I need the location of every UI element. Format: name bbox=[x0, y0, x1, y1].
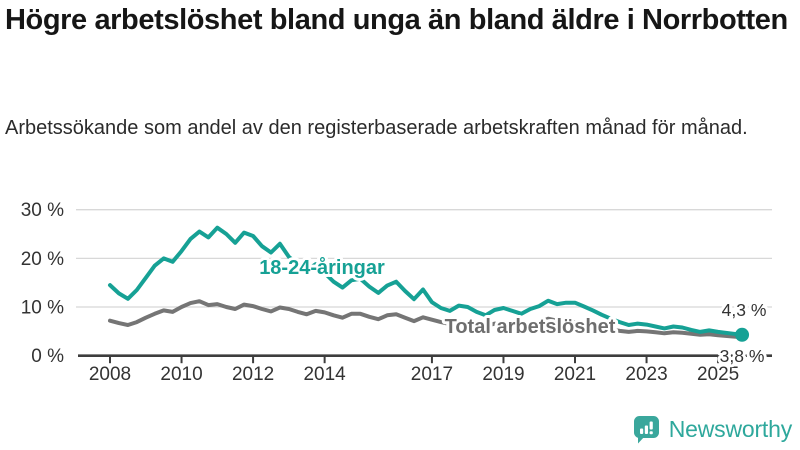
y-tick-label: 30 % bbox=[21, 200, 64, 221]
newsworthy-logo-text: Newsworthy bbox=[668, 415, 792, 442]
x-tick-label: 2025 bbox=[697, 364, 739, 385]
series-label-total: Total arbetslöshet bbox=[445, 316, 616, 338]
x-axis bbox=[78, 354, 772, 364]
y-tick-label: 20 % bbox=[21, 249, 64, 270]
end-value-label-total: 3,8 % bbox=[720, 346, 765, 366]
x-tick-label: 2010 bbox=[160, 364, 202, 385]
y-axis-labels: 0 % 10 % 20 % 30 % bbox=[21, 200, 64, 367]
series-label-youth: 18-24-åringar bbox=[259, 256, 385, 279]
y-tick-label: 10 % bbox=[21, 298, 64, 319]
page-title: Högre arbetslöshet bland unga än bland ä… bbox=[5, 4, 788, 36]
line-chart: 0 % 10 % 20 % 30 % 2008 2010 2012 2014 2017 2019… bbox=[21, 200, 772, 385]
x-tick-label: 2014 bbox=[303, 364, 346, 385]
x-axis-labels: 2008 2010 2012 2014 2017 2019 2021 2023 2025 bbox=[89, 364, 739, 385]
x-tick-label: 2008 bbox=[89, 364, 131, 385]
x-tick-label: 2021 bbox=[554, 364, 596, 385]
newsworthy-logo: Newsworthy bbox=[632, 413, 792, 445]
chart-subtitle: Arbetssökande som andel av den registerb… bbox=[5, 117, 748, 139]
series-end-dot bbox=[735, 327, 750, 342]
x-tick-label: 2019 bbox=[482, 364, 524, 385]
series-lines bbox=[108, 225, 750, 342]
series-line bbox=[108, 225, 745, 337]
series-line bbox=[108, 299, 745, 340]
x-tick-label: 2023 bbox=[625, 364, 667, 385]
y-tick-label: 0 % bbox=[31, 346, 64, 367]
x-tick-label: 2017 bbox=[411, 364, 453, 385]
gridlines bbox=[76, 209, 772, 308]
end-value-label-youth: 4,3 % bbox=[722, 300, 767, 320]
newsworthy-logo-icon bbox=[633, 416, 659, 444]
x-tick-label: 2012 bbox=[232, 364, 274, 385]
